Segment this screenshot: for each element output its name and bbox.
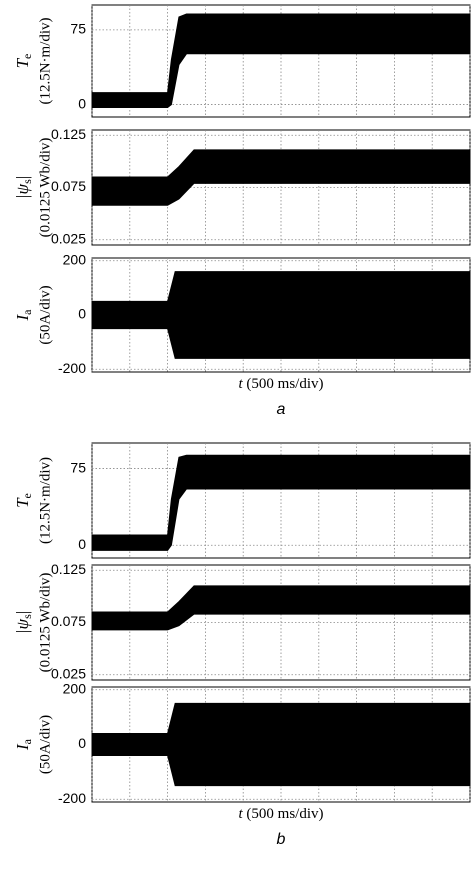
- figure-caption: b: [277, 831, 286, 848]
- y-tick-label: -200: [58, 790, 86, 806]
- y-label-subscript: e: [20, 493, 34, 498]
- y-label-subscript: a: [20, 309, 34, 315]
- x-label-var: t: [238, 806, 243, 822]
- y-label-symbol: I: [13, 314, 32, 322]
- y-label-subscript: e: [20, 54, 34, 59]
- signal-band: [91, 702, 471, 787]
- y-label-symbol: |ψ: [13, 618, 32, 634]
- y-tick-label: 0.075: [51, 613, 86, 629]
- x-label-unit: (500 ms/div): [246, 806, 323, 822]
- y-axis-unit: (0.0125 Wb/div): [37, 138, 53, 238]
- y-axis-label: |ψs|: [13, 176, 34, 199]
- y-label-symbol: T: [13, 57, 32, 68]
- x-axis-label: t (500 ms/div): [238, 806, 323, 822]
- y-axis-unit: (12.5N·m/div): [37, 17, 53, 104]
- signal-band: [91, 585, 471, 631]
- x-axis-label: t (500 ms/div): [238, 376, 323, 392]
- x-label-var: t: [238, 376, 243, 392]
- y-tick-label: 0.075: [51, 178, 86, 194]
- signal-band: [91, 454, 471, 551]
- y-tick-label: -200: [58, 360, 86, 376]
- y-label-subscript: a: [20, 738, 34, 744]
- y-tick-label: 0: [78, 735, 86, 751]
- y-label-symbol: I: [13, 743, 32, 751]
- y-label-subscript: s: [20, 179, 34, 184]
- y-tick-label: 0: [78, 95, 86, 111]
- y-tick-label: 0: [78, 306, 86, 322]
- y-axis-label: Te: [13, 54, 34, 69]
- y-axis-unit: (50A/div): [37, 715, 53, 774]
- y-axis-unit: (12.5N·m/div): [37, 457, 53, 544]
- y-tick-label: 75: [70, 459, 86, 475]
- y-axis-label: |ψs|: [13, 611, 34, 634]
- y-tick-label: 0: [78, 536, 86, 552]
- panel: -200 0 200 Ia (50A/div) t (500 ms/div) b: [13, 680, 471, 848]
- figure-caption: a: [277, 401, 286, 418]
- y-tick-label: 200: [63, 251, 87, 267]
- y-label-symbol: |ψ: [13, 183, 32, 199]
- y-label-subscript: s: [20, 614, 34, 619]
- signal-band: [91, 271, 471, 359]
- y-axis-label: Te: [13, 493, 34, 508]
- x-label-unit: (500 ms/div): [246, 376, 323, 392]
- y-label-symbol: T: [13, 497, 32, 508]
- panel: 0 75 Te (12.5N·m/div): [13, 442, 471, 559]
- y-axis-unit: (50A/div): [37, 285, 53, 344]
- y-tick-label: 200: [63, 680, 87, 696]
- y-axis-unit: (0.0125 Wb/div): [37, 573, 53, 673]
- y-label-symbol-end: |: [13, 176, 32, 179]
- signal-band: [91, 149, 471, 206]
- y-tick-label: 0.125: [51, 561, 86, 577]
- y-axis-label: Ia: [13, 738, 34, 751]
- y-tick-label: 0.125: [51, 126, 86, 142]
- y-tick-label: 0.025: [51, 665, 86, 681]
- signal-band: [91, 13, 471, 109]
- y-tick-label: 75: [70, 21, 86, 37]
- y-tick-label: 0.025: [51, 230, 86, 246]
- y-axis-label: Ia: [13, 309, 34, 322]
- y-label-symbol-end: |: [13, 611, 32, 614]
- panel: 0 75 Te (12.5N·m/div): [13, 4, 471, 118]
